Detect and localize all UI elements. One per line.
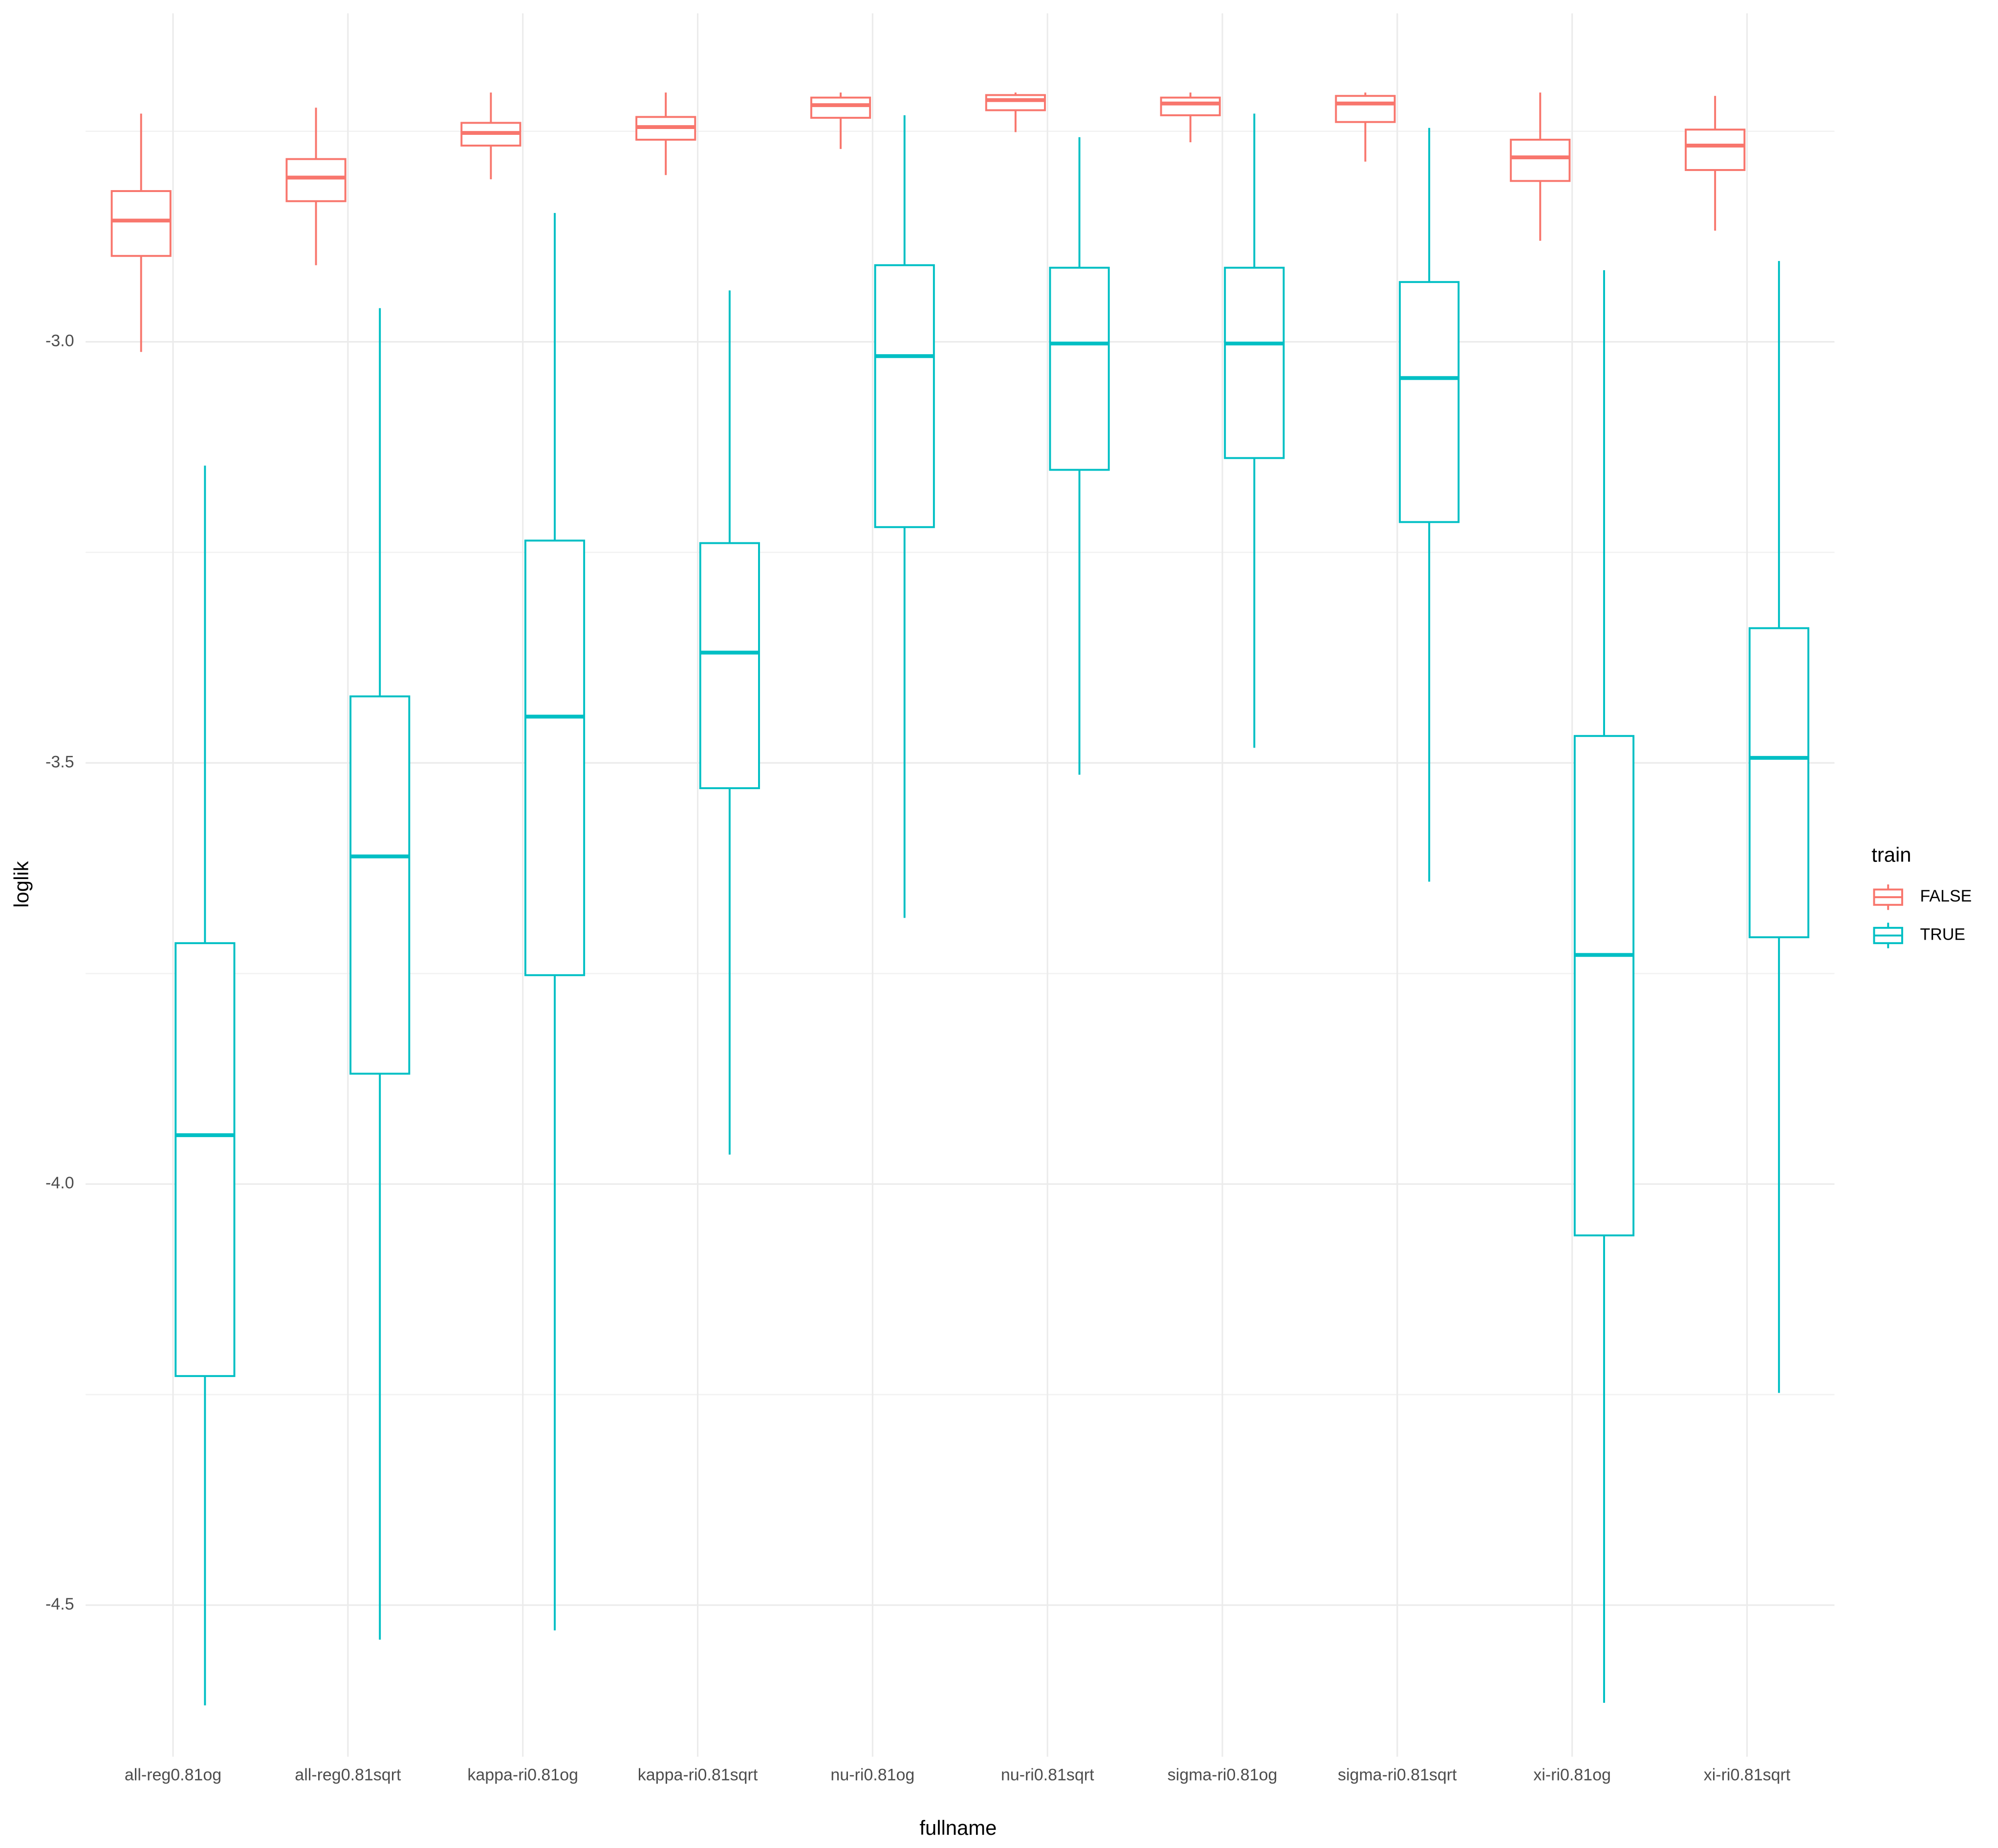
plot-area [110, 92, 1809, 1706]
box-group [1748, 261, 1809, 1393]
box [699, 542, 760, 790]
box-group [1685, 96, 1746, 231]
box-group [349, 308, 411, 1640]
box-group [110, 113, 172, 352]
box [110, 190, 172, 257]
box [1335, 95, 1396, 123]
x-tick-label: nu-ri0.81og [830, 1765, 914, 1784]
box-group [285, 107, 347, 265]
box [1510, 138, 1571, 182]
y-tick-label: -3.5 [45, 752, 74, 771]
legend-title: train [1871, 843, 1911, 866]
x-axis-title: fullname [919, 1816, 997, 1839]
box-group [874, 115, 935, 918]
box-group [1049, 137, 1110, 775]
x-tick-label: kappa-ri0.81sqrt [638, 1765, 758, 1784]
box-group [985, 92, 1046, 132]
legend-item: FALSE [1873, 884, 1972, 910]
x-tick-label: xi-ri0.81sqrt [1704, 1765, 1791, 1784]
box [1685, 129, 1746, 171]
box [349, 695, 411, 1075]
box [874, 264, 935, 528]
box [285, 158, 347, 202]
box-group [699, 290, 760, 1155]
box [1224, 266, 1285, 459]
box [174, 942, 236, 1377]
x-tick-label: all-reg0.81sqrt [295, 1765, 401, 1784]
box [524, 539, 586, 976]
legend-item: TRUE [1873, 923, 1965, 948]
box [1399, 281, 1460, 523]
box-group [1573, 270, 1635, 1703]
legend-label: TRUE [1920, 925, 1965, 944]
box-group [1224, 113, 1285, 748]
box [1160, 96, 1221, 116]
box-group [1510, 92, 1571, 241]
x-tick-label: nu-ri0.81sqrt [1001, 1765, 1094, 1784]
box-group [1335, 92, 1396, 162]
box-group [524, 213, 586, 1631]
box [1049, 266, 1110, 471]
x-tick-label: sigma-ri0.81og [1168, 1765, 1278, 1784]
box-group [1399, 128, 1460, 882]
box [985, 94, 1046, 111]
y-tick-label: -4.0 [45, 1174, 74, 1192]
x-tick-label: kappa-ri0.81og [467, 1765, 578, 1784]
box [810, 96, 871, 119]
y-axis-title: loglik [10, 861, 33, 907]
box-group [810, 92, 871, 149]
grid [86, 13, 1835, 1757]
y-tick-label: -4.5 [45, 1595, 74, 1613]
y-tick-label: -3.0 [45, 332, 74, 350]
legend-label: FALSE [1920, 887, 1972, 905]
box-group [1160, 92, 1221, 143]
x-tick-label: sigma-ri0.81sqrt [1338, 1765, 1457, 1784]
box-group [460, 92, 521, 179]
box-group [635, 92, 696, 175]
x-tick-label: all-reg0.81og [125, 1765, 221, 1784]
box-group [174, 465, 236, 1706]
box [1748, 627, 1809, 939]
x-tick-label: xi-ri0.81og [1533, 1765, 1611, 1784]
box [1573, 735, 1635, 1237]
